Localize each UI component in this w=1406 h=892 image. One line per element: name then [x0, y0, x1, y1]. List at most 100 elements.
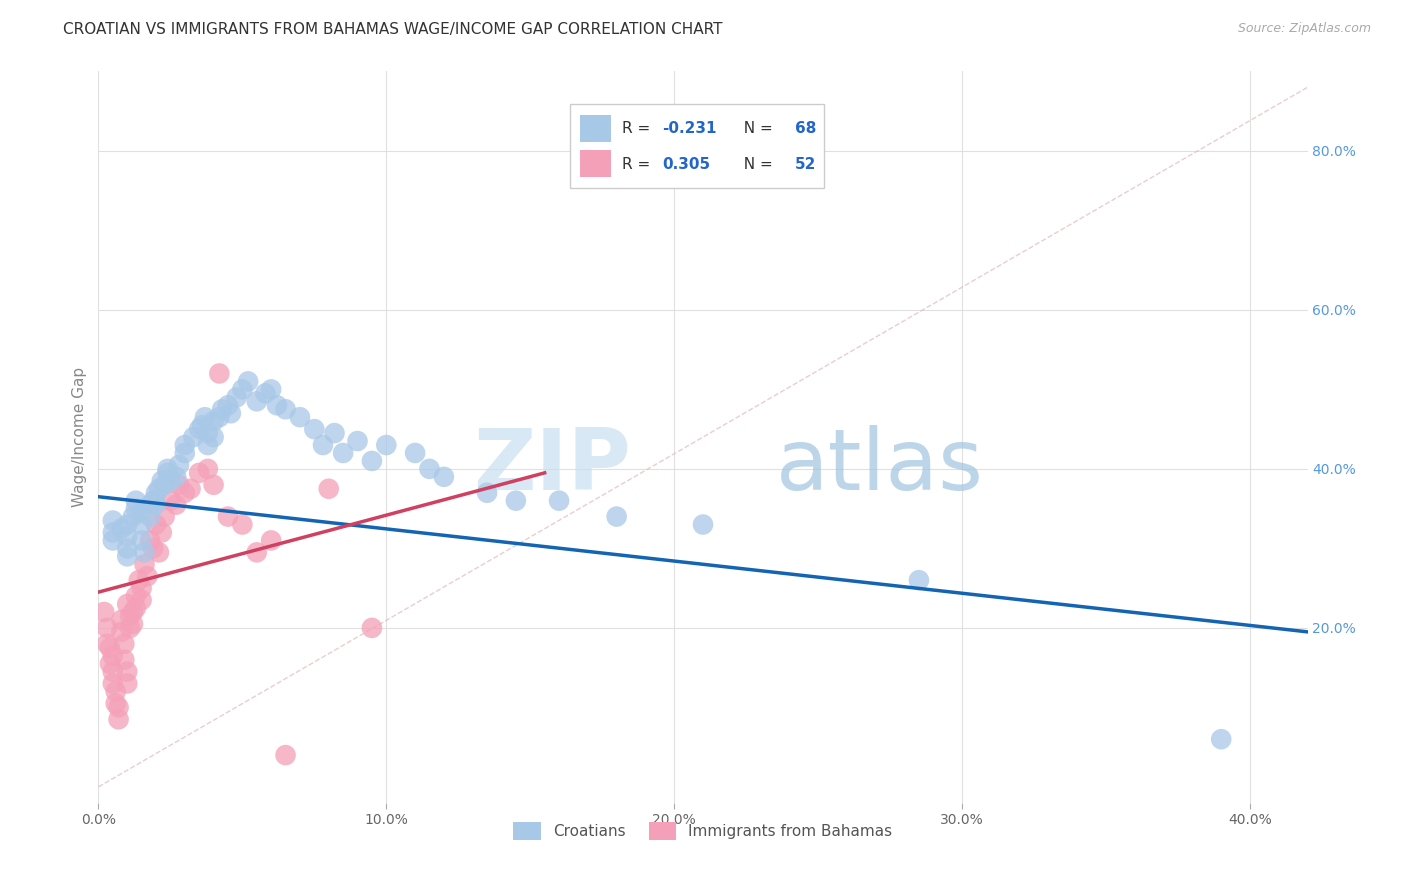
Point	[260, 533, 283, 548]
Point	[173, 438, 195, 452]
Text: CROATIAN VS IMMIGRANTS FROM BAHAMAS WAGE/INCOME GAP CORRELATION CHART: CROATIAN VS IMMIGRANTS FROM BAHAMAS WAGE…	[63, 22, 723, 37]
FancyBboxPatch shape	[569, 104, 824, 188]
Point	[153, 509, 176, 524]
Point	[145, 498, 167, 512]
Point	[180, 482, 202, 496]
Point	[231, 383, 253, 397]
Point	[475, 485, 498, 500]
Point	[139, 533, 162, 548]
Point	[125, 601, 148, 615]
Point	[122, 509, 145, 524]
Point	[101, 665, 124, 679]
Point	[131, 593, 153, 607]
Point	[101, 525, 124, 540]
Point	[156, 462, 179, 476]
Text: ZIP: ZIP	[472, 425, 630, 508]
Point	[131, 533, 153, 548]
Point	[165, 498, 187, 512]
Point	[318, 482, 340, 496]
Point	[122, 605, 145, 619]
Point	[125, 589, 148, 603]
Point	[115, 549, 138, 564]
Y-axis label: Wage/Income Gap: Wage/Income Gap	[72, 367, 87, 508]
Point	[173, 485, 195, 500]
Point	[159, 474, 181, 488]
Point	[142, 541, 165, 556]
Point	[139, 498, 162, 512]
Point	[361, 454, 384, 468]
Point	[188, 466, 211, 480]
Point	[148, 545, 170, 559]
Point	[375, 438, 398, 452]
Text: atlas: atlas	[776, 425, 984, 508]
Point	[246, 394, 269, 409]
Text: R =: R =	[621, 157, 655, 172]
Point	[107, 700, 129, 714]
Text: 68: 68	[794, 121, 817, 136]
Point	[131, 506, 153, 520]
Point	[104, 697, 127, 711]
Point	[219, 406, 242, 420]
Point	[112, 653, 135, 667]
Point	[197, 438, 219, 452]
Point	[101, 676, 124, 690]
Point	[548, 493, 571, 508]
Point	[115, 676, 138, 690]
Point	[167, 458, 190, 472]
Point	[404, 446, 426, 460]
Point	[107, 712, 129, 726]
Point	[202, 414, 225, 428]
Point	[217, 398, 239, 412]
FancyBboxPatch shape	[579, 150, 612, 178]
Point	[98, 640, 121, 655]
Point	[274, 402, 297, 417]
Point	[692, 517, 714, 532]
Point	[194, 410, 217, 425]
Point	[156, 466, 179, 480]
Point	[346, 434, 368, 448]
Point	[125, 493, 148, 508]
Point	[110, 613, 132, 627]
Point	[122, 616, 145, 631]
Point	[254, 386, 277, 401]
Point	[110, 521, 132, 535]
Point	[139, 509, 162, 524]
Point	[96, 637, 118, 651]
Point	[323, 426, 346, 441]
Point	[101, 648, 124, 663]
Point	[136, 569, 159, 583]
Point	[128, 573, 150, 587]
Point	[260, 383, 283, 397]
Point	[145, 517, 167, 532]
Point	[202, 477, 225, 491]
Point	[115, 529, 138, 543]
Point	[332, 446, 354, 460]
Point	[606, 509, 628, 524]
Legend: Croatians, Immigrants from Bahamas: Croatians, Immigrants from Bahamas	[508, 815, 898, 847]
Point	[288, 410, 311, 425]
Point	[159, 493, 181, 508]
FancyBboxPatch shape	[579, 114, 612, 143]
Point	[115, 665, 138, 679]
Point	[231, 517, 253, 532]
Point	[125, 501, 148, 516]
Point	[142, 493, 165, 508]
Point	[225, 390, 247, 404]
Text: R =: R =	[621, 121, 655, 136]
Point	[191, 418, 214, 433]
Point	[908, 573, 931, 587]
Text: 0.305: 0.305	[662, 157, 710, 172]
Point	[115, 541, 138, 556]
Point	[433, 470, 456, 484]
Point	[1211, 732, 1233, 747]
Point	[101, 514, 124, 528]
Point	[418, 462, 440, 476]
Point	[236, 375, 259, 389]
Point	[208, 410, 231, 425]
Point	[167, 477, 190, 491]
Point	[145, 485, 167, 500]
Point	[134, 545, 156, 559]
Point	[505, 493, 527, 508]
Point	[211, 402, 233, 417]
Point	[150, 525, 173, 540]
